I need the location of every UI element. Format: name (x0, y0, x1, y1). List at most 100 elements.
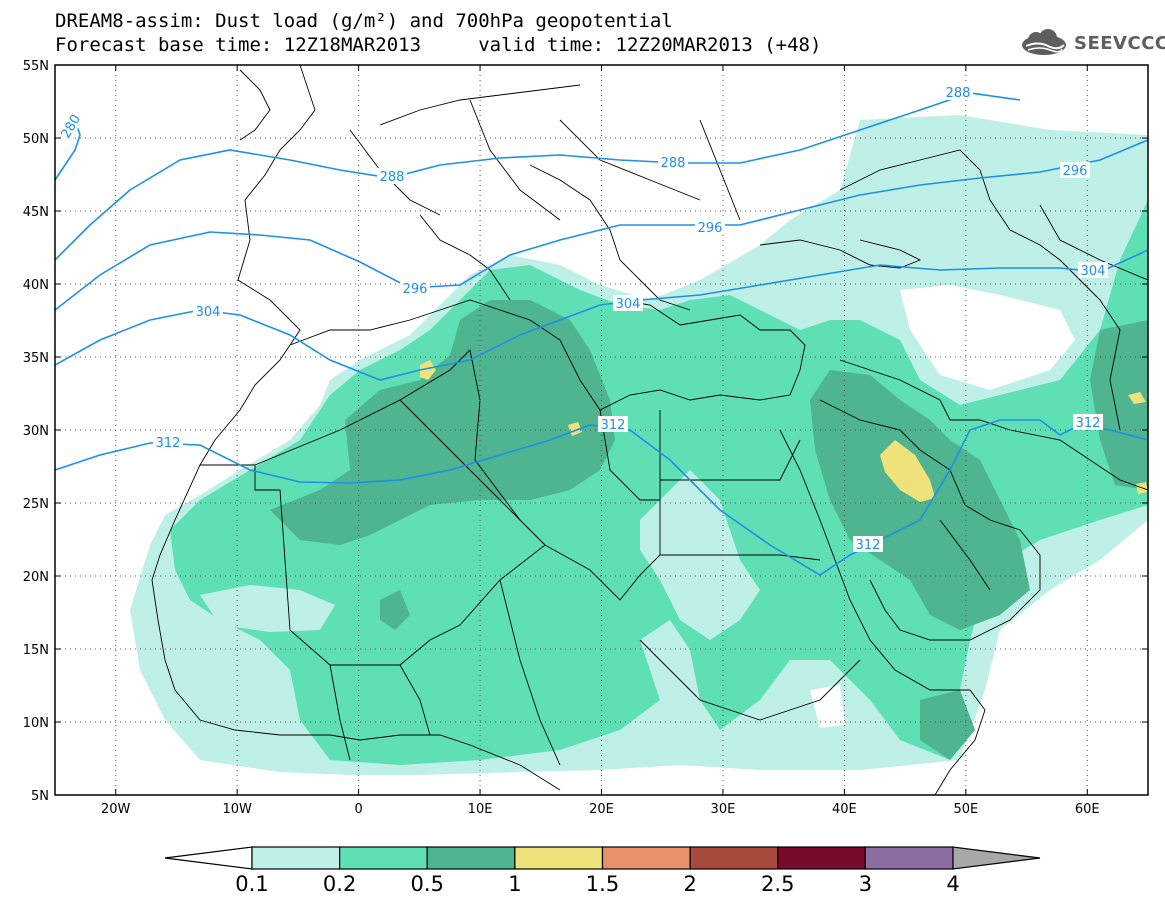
legend-swatch (514, 846, 604, 870)
coastline (419, 214, 511, 301)
legend-label: 2.5 (761, 872, 794, 896)
coastline (379, 84, 581, 126)
national-border (599, 409, 660, 501)
contour-label-text: 296 (698, 221, 723, 236)
contour-label: 304 (193, 303, 223, 320)
contour-label-background (400, 280, 430, 296)
contour-label-text: 304 (196, 305, 221, 320)
contour-labels: 2802882882882962962963043043043123123123… (55, 84, 1108, 553)
latitude-label: 35N (23, 351, 49, 366)
longitude-axis: 20W 10W 0 10E 20E 30E 40E 50E 60E (101, 65, 1100, 817)
coastline (529, 164, 691, 311)
contour-296 (55, 139, 1148, 311)
dust-level-0-2 (170, 200, 1148, 765)
legend-label: 1.5 (586, 872, 619, 896)
contour-label: 304 (613, 295, 643, 312)
contour-288 (55, 92, 1021, 261)
contour-312 (55, 419, 1148, 576)
dust-level-1 (1128, 392, 1146, 404)
national-border (639, 639, 861, 721)
longitude-label: 40E (832, 802, 857, 817)
dust-free-pocket (900, 285, 1075, 390)
contour-label-text: 288 (661, 156, 686, 171)
coastline (869, 429, 1041, 641)
contour-label: 296 (695, 219, 725, 236)
contour-label-text: 304 (616, 297, 641, 312)
contour-label-background (193, 303, 223, 319)
latitude-label: 30N (23, 424, 49, 439)
contour-label: 312 (153, 434, 183, 451)
latitude-axis: 55N 50N 45N 40N 35N 30N 25N 20N 15N 10N 5N (23, 59, 1148, 804)
latitude-label: 15N (23, 643, 49, 658)
legend-swatch (426, 846, 516, 870)
contour-label: 288 (377, 168, 407, 185)
longitude-label: 20E (589, 802, 614, 817)
latitude-label: 20N (23, 570, 49, 585)
longitude-label: 30E (711, 802, 736, 817)
dust-level-0-5 (270, 300, 615, 545)
contour-label-text: 312 (601, 418, 626, 433)
legend-label: 3 (859, 872, 872, 896)
contour-label-text: 288 (946, 86, 971, 101)
contour-label-background (613, 295, 643, 311)
coastline (779, 429, 986, 795)
legend-label: 4 (946, 872, 959, 896)
dust-level-0-5 (380, 590, 410, 630)
contour-label-text: 304 (1081, 264, 1106, 279)
contour-label-background (1073, 414, 1103, 430)
national-border (329, 664, 351, 761)
contour-label-background (55, 109, 85, 143)
cloud-icon (1022, 29, 1066, 55)
national-border (1039, 204, 1148, 281)
longitude-label: 0 (354, 802, 362, 817)
national-border (559, 119, 701, 201)
longitude-label: 10W (222, 802, 252, 817)
contour-280 (55, 119, 81, 181)
dust-level-0-5 (1090, 320, 1148, 490)
longitude-label: 60E (1075, 802, 1100, 817)
latitude-label: 5N (31, 789, 49, 804)
dust-level-1 (420, 360, 436, 380)
legend-label: 0.1 (235, 872, 268, 896)
legend-swatch (339, 846, 428, 870)
dust-shading (55, 65, 1148, 795)
country-borders (151, 65, 1148, 795)
dust-level-0-5 (920, 690, 975, 760)
contour-label-text: 312 (156, 436, 181, 451)
contour-304 (55, 249, 1148, 381)
longitude-label: 50E (953, 802, 978, 817)
latitude-label: 55N (23, 59, 49, 74)
color-legend: 0.1 0.2 0.5 1 1.5 2 2.5 3 4 (164, 846, 1041, 896)
latitude-label: 40N (23, 278, 49, 293)
contour-label-background (658, 154, 688, 170)
legend-label: 1 (508, 872, 521, 896)
legend-swatch (251, 846, 341, 870)
contour-label: 296 (400, 280, 430, 297)
legend-label: 2 (683, 872, 696, 896)
contour-label: 312 (853, 536, 883, 553)
geopotential-contours (55, 92, 1148, 576)
latitude-label: 50N (23, 132, 49, 147)
contour-label-text: 312 (1076, 416, 1101, 431)
contour-label-text: 296 (403, 282, 428, 297)
national-border (349, 129, 441, 216)
logo-text: SEEVCCC (1074, 32, 1165, 54)
contour-label: 296 (1060, 162, 1090, 179)
map-title: DREAM8-assim: Dust load (g/m²) and 700hP… (55, 10, 673, 32)
contour-label: 312 (1073, 414, 1103, 431)
coastline (289, 299, 806, 411)
contour-label-text: 296 (1063, 164, 1088, 179)
coastline (759, 239, 922, 269)
contour-label-background (943, 84, 973, 100)
forecast-time-line: Forecast base time: 12Z18MAR2013 valid t… (55, 34, 822, 56)
contour-label-background (853, 536, 883, 552)
national-border (819, 399, 901, 431)
contour-label: 288 (658, 154, 688, 171)
legend-arrow-low (164, 846, 253, 870)
dust-level-0-1 (200, 585, 335, 632)
national-border (839, 359, 951, 421)
contour-label: 304 (1078, 262, 1108, 279)
national-border (939, 519, 991, 591)
legend-swatch (777, 846, 866, 870)
